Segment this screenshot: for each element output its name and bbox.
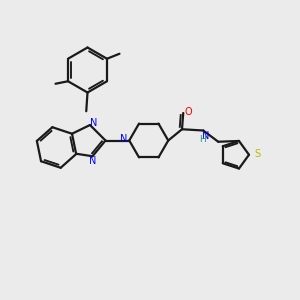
Text: N: N bbox=[202, 130, 209, 140]
Text: O: O bbox=[185, 107, 193, 117]
Text: S: S bbox=[254, 148, 261, 158]
Text: N: N bbox=[90, 118, 98, 128]
Text: H: H bbox=[199, 136, 206, 145]
Text: N: N bbox=[120, 134, 127, 144]
Text: N: N bbox=[89, 156, 97, 166]
